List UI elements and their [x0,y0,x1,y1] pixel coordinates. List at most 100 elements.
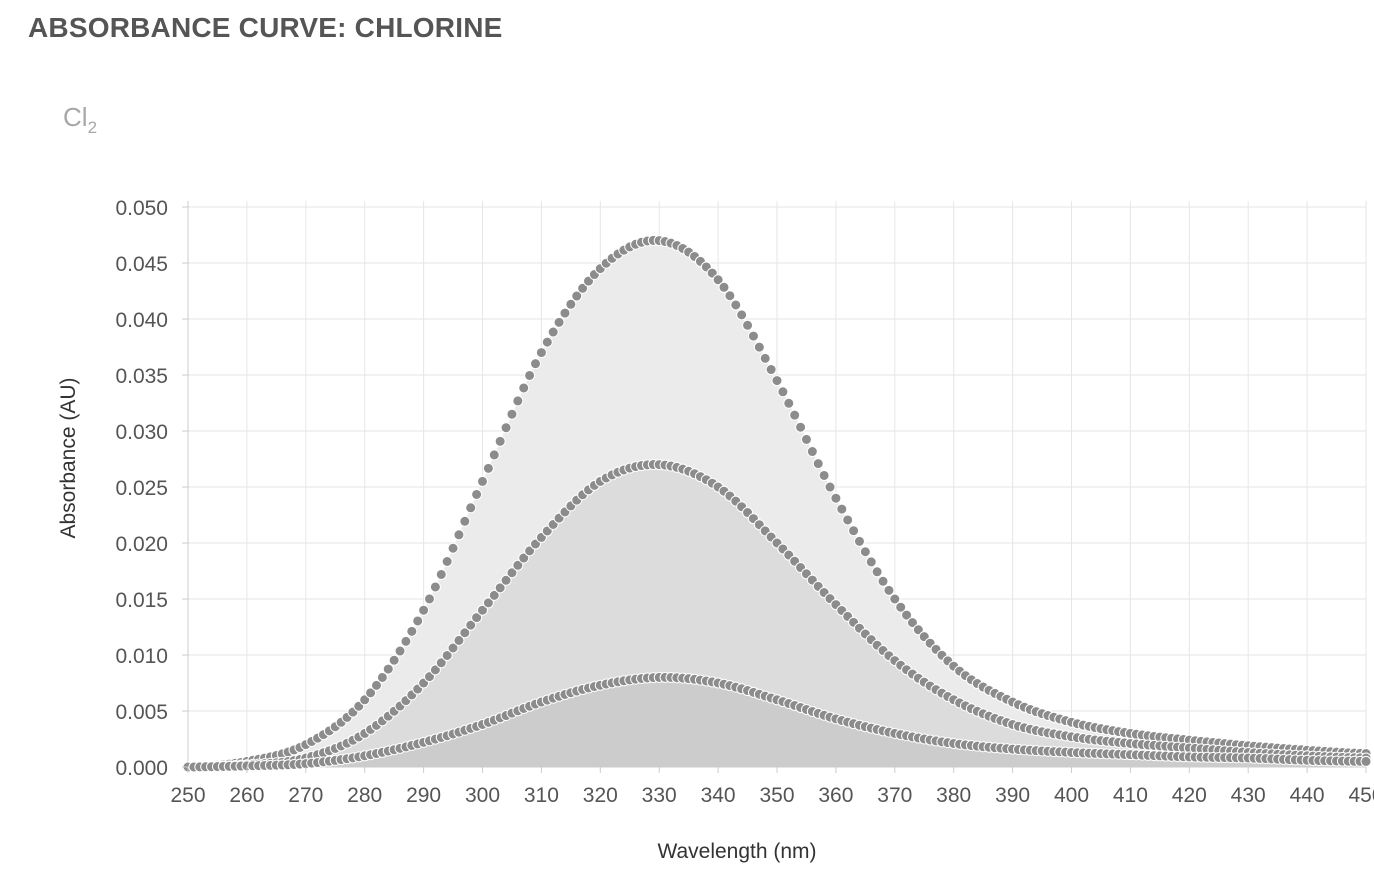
data-point [812,458,824,470]
data-point [830,492,842,504]
data-point [494,582,506,594]
data-point [471,488,483,500]
data-point [530,358,542,370]
x-tick-label: 430 [1231,784,1266,807]
data-point [800,433,812,445]
area-series-mid [188,464,1366,767]
data-point [429,581,441,593]
area-fills [188,240,1366,767]
x-tick-label: 340 [701,784,736,807]
x-tick-label: 290 [406,784,441,807]
x-tick-label: 350 [759,784,794,807]
data-point [842,514,854,526]
x-tick-label: 250 [170,784,205,807]
data-point [524,369,536,381]
data-point [571,290,583,302]
data-point [518,382,530,394]
data-point [429,664,441,676]
data-point [465,502,477,514]
data-point [912,624,924,636]
data-point [441,556,453,567]
data-point [512,395,524,407]
data-point [906,617,918,629]
data-point [806,446,818,458]
x-tick-label: 440 [1290,784,1325,807]
data-point [541,336,553,348]
data-point [488,589,500,601]
data-point [406,625,418,637]
data-point [747,330,759,342]
data-point [877,575,889,587]
data-point [718,281,730,293]
data-point [506,567,518,579]
x-tick-label: 310 [524,784,559,807]
data-point [712,274,724,286]
data-point [848,525,860,537]
compound-formula: Cl2 [63,102,97,138]
data-point [577,282,589,294]
data-point [494,435,506,447]
data-point [435,568,447,580]
data-point [865,556,877,568]
data-point [524,545,536,557]
data-point [370,679,382,691]
y-tick-label: 0.050 [115,197,168,220]
x-tick-label: 400 [1054,784,1089,807]
data-point [388,654,400,666]
data-point [459,627,471,639]
x-tick-label: 380 [936,784,971,807]
x-tick-label: 420 [1172,784,1207,807]
data-point [836,503,848,515]
data-point [506,408,518,420]
data-point [447,542,459,554]
area-series-low [188,677,1366,767]
data-point [477,475,488,487]
data-point [500,422,512,434]
data-point [423,593,435,605]
data-point [412,615,424,627]
data-point [783,397,795,409]
data-point [547,326,559,338]
data-point [565,298,577,310]
y-tick-label: 0.035 [115,365,168,388]
x-tick-label: 270 [288,784,323,807]
x-tick-label: 280 [347,784,382,807]
compound-subscript: 2 [87,118,98,137]
data-point [365,687,377,699]
data-point [1360,755,1372,767]
data-point [418,604,430,616]
y-tick-label: 0.015 [115,589,168,612]
data-point [742,319,754,331]
data-point [376,671,388,683]
data-point [441,649,453,661]
data-point [512,559,524,571]
data-point [435,657,447,669]
data-point [553,316,565,328]
data-point [859,546,871,558]
data-point [535,347,547,359]
y-axis-ticks: 0.000 0.005 0.010 0.015 0.020 0.025 0.030 0.035… [115,197,188,780]
data-point [400,635,412,647]
x-tick-label: 360 [818,784,853,807]
y-tick-label: 0.020 [115,533,168,556]
x-axis-ticks: 250 260 270 280 290 300 310 320 330 340 350 360 370 3… [170,767,1374,807]
data-point [771,375,783,387]
data-point [736,309,748,321]
data-point [765,364,777,376]
data-point [795,421,807,433]
data-point [394,645,406,657]
x-tick-label: 390 [995,784,1030,807]
x-tick-label: 300 [465,784,500,807]
y-tick-label: 0.005 [115,701,168,724]
data-point [482,597,494,609]
data-point [724,290,736,302]
data-point [518,552,530,564]
data-point [789,409,801,421]
data-point [559,307,571,319]
x-tick-label: 330 [642,784,677,807]
y-tick-label: 0.025 [115,477,168,500]
y-axis-title: Absorbance (AU) [57,377,80,538]
y-tick-label: 0.040 [115,309,168,332]
